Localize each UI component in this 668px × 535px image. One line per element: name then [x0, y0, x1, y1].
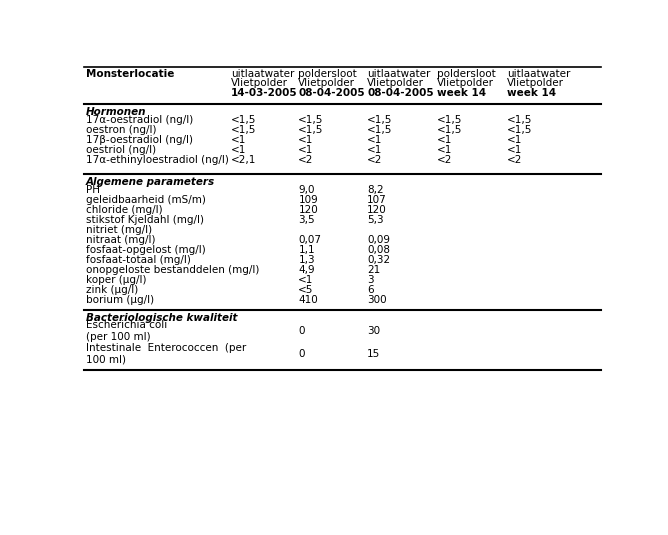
Text: <1,5: <1,5 — [437, 114, 462, 125]
Text: Vlietpolder: Vlietpolder — [507, 79, 564, 88]
Text: <1: <1 — [507, 135, 522, 144]
Text: <1,5: <1,5 — [231, 114, 257, 125]
Text: <1: <1 — [299, 275, 314, 285]
Text: <1,5: <1,5 — [507, 125, 532, 135]
Text: <2: <2 — [507, 155, 522, 165]
Text: PH: PH — [86, 185, 100, 195]
Text: onopgeloste bestanddelen (mg/l): onopgeloste bestanddelen (mg/l) — [86, 265, 259, 275]
Text: 8,2: 8,2 — [367, 185, 384, 195]
Text: Vlietpolder: Vlietpolder — [231, 79, 288, 88]
Text: <1,5: <1,5 — [231, 125, 257, 135]
Text: Vlietpolder: Vlietpolder — [299, 79, 355, 88]
Text: <1,5: <1,5 — [367, 114, 393, 125]
Text: <2: <2 — [437, 155, 452, 165]
Text: <1,5: <1,5 — [367, 125, 393, 135]
Text: borium (μg/l): borium (μg/l) — [86, 295, 154, 305]
Text: 08-04-2005: 08-04-2005 — [299, 88, 365, 98]
Text: <2: <2 — [367, 155, 383, 165]
Text: nitraat (mg/l): nitraat (mg/l) — [86, 235, 156, 244]
Text: 6: 6 — [367, 285, 374, 295]
Text: geleidbaarheid (mS/m): geleidbaarheid (mS/m) — [86, 195, 206, 205]
Text: 4,9: 4,9 — [299, 265, 315, 275]
Text: 0,09: 0,09 — [367, 235, 390, 244]
Text: oestron (ng/l): oestron (ng/l) — [86, 125, 156, 135]
Text: poldersloot: poldersloot — [437, 69, 495, 79]
Text: <1,5: <1,5 — [299, 125, 324, 135]
Text: uitlaatwater: uitlaatwater — [507, 69, 570, 79]
Text: fosfaat-totaal (mg/l): fosfaat-totaal (mg/l) — [86, 255, 191, 265]
Text: <1,5: <1,5 — [299, 114, 324, 125]
Text: 1,3: 1,3 — [299, 255, 315, 265]
Text: 17α-oestradiol (ng/l): 17α-oestradiol (ng/l) — [86, 114, 193, 125]
Text: 0,07: 0,07 — [299, 235, 321, 244]
Text: uitlaatwater: uitlaatwater — [231, 69, 295, 79]
Text: 3,5: 3,5 — [299, 215, 315, 225]
Text: stikstof Kjeldahl (mg/l): stikstof Kjeldahl (mg/l) — [86, 215, 204, 225]
Text: <1: <1 — [299, 144, 314, 155]
Text: 9,0: 9,0 — [299, 185, 315, 195]
Text: 30: 30 — [367, 326, 380, 335]
Text: week 14: week 14 — [437, 88, 486, 98]
Text: oestriol (ng/l): oestriol (ng/l) — [86, 144, 156, 155]
Text: 17β-oestradiol (ng/l): 17β-oestradiol (ng/l) — [86, 135, 193, 144]
Text: 0,08: 0,08 — [367, 245, 390, 255]
Text: 0,32: 0,32 — [367, 255, 390, 265]
Text: 0: 0 — [299, 349, 305, 359]
Text: <1,5: <1,5 — [437, 125, 462, 135]
Text: 107: 107 — [367, 195, 387, 205]
Text: chloride (mg/l): chloride (mg/l) — [86, 205, 163, 215]
Text: Intestinale  Enterococcen  (per
100 ml): Intestinale Enterococcen (per 100 ml) — [86, 343, 246, 365]
Text: 109: 109 — [299, 195, 318, 205]
Text: Vlietpolder: Vlietpolder — [437, 79, 494, 88]
Text: <1: <1 — [437, 144, 452, 155]
Text: poldersloot: poldersloot — [299, 69, 357, 79]
Text: 5,3: 5,3 — [367, 215, 384, 225]
Text: Monsterlocatie: Monsterlocatie — [86, 69, 174, 79]
Text: <1: <1 — [231, 144, 246, 155]
Text: 3: 3 — [367, 275, 374, 285]
Text: Bacteriologische kwaliteit: Bacteriologische kwaliteit — [86, 312, 238, 323]
Text: fosfaat-opgelost (mg/l): fosfaat-opgelost (mg/l) — [86, 245, 206, 255]
Text: <1: <1 — [231, 135, 246, 144]
Text: Vlietpolder: Vlietpolder — [367, 79, 424, 88]
Text: Escherichia coli
(per 100 ml): Escherichia coli (per 100 ml) — [86, 319, 168, 342]
Text: <2: <2 — [299, 155, 314, 165]
Text: 08-04-2005: 08-04-2005 — [367, 88, 434, 98]
Text: koper (μg/l): koper (μg/l) — [86, 275, 146, 285]
Text: zink (μg/l): zink (μg/l) — [86, 285, 138, 295]
Text: 120: 120 — [367, 205, 387, 215]
Text: 21: 21 — [367, 265, 381, 275]
Text: 1,1: 1,1 — [299, 245, 315, 255]
Text: 14-03-2005: 14-03-2005 — [231, 88, 298, 98]
Text: nitriet (mg/l): nitriet (mg/l) — [86, 225, 152, 235]
Text: <2,1: <2,1 — [231, 155, 257, 165]
Text: 15: 15 — [367, 349, 381, 359]
Text: 0: 0 — [299, 326, 305, 335]
Text: Hormonen: Hormonen — [86, 107, 146, 117]
Text: <1: <1 — [437, 135, 452, 144]
Text: <1,5: <1,5 — [507, 114, 532, 125]
Text: uitlaatwater: uitlaatwater — [367, 69, 431, 79]
Text: week 14: week 14 — [507, 88, 556, 98]
Text: 300: 300 — [367, 295, 387, 305]
Text: <5: <5 — [299, 285, 314, 295]
Text: Algemene parameters: Algemene parameters — [86, 177, 215, 187]
Text: <1: <1 — [299, 135, 314, 144]
Text: 17α-ethinyloestradiol (ng/l): 17α-ethinyloestradiol (ng/l) — [86, 155, 229, 165]
Text: <1: <1 — [507, 144, 522, 155]
Text: <1: <1 — [367, 135, 383, 144]
Text: <1: <1 — [367, 144, 383, 155]
Text: 410: 410 — [299, 295, 318, 305]
Text: 120: 120 — [299, 205, 318, 215]
